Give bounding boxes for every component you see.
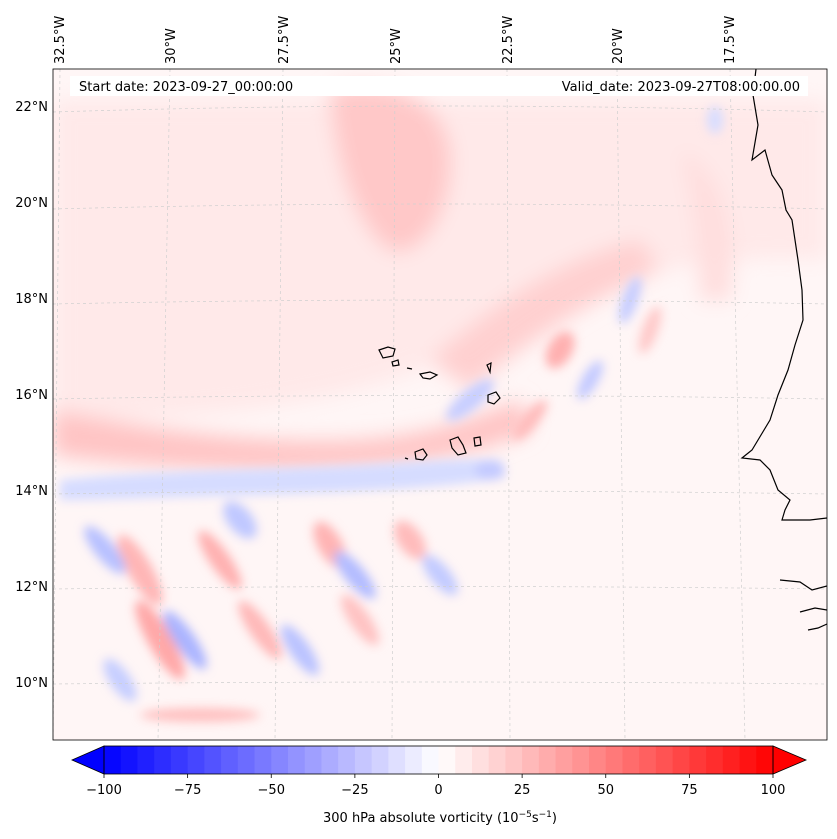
vorticity-field [53, 69, 827, 740]
colorbar-min-extend-arrow [71, 745, 105, 775]
lat-label-12n: 12°N [15, 580, 48, 595]
lat-label-14n: 14°N [15, 484, 48, 499]
colorbar-step [438, 746, 456, 774]
colorbar-step [522, 746, 540, 774]
colorbar-step [421, 746, 440, 774]
colorbar-step [154, 746, 172, 774]
lon-label-17-5w: 17.5°W [723, 16, 738, 64]
colorbar-step [655, 746, 674, 774]
colorbar-step [271, 746, 289, 774]
colorbar-tick-label: 25 [514, 783, 531, 798]
colorbar-step [304, 746, 323, 774]
colorbar-label: 300 hPa absolute vorticity (10−5s−1) [323, 810, 557, 826]
colorbar-step [287, 746, 306, 774]
colorbar-steps [104, 746, 774, 774]
colorbar-step [338, 746, 356, 774]
colorbar-tick-label: 50 [597, 783, 614, 798]
colorbar-step [187, 746, 205, 774]
lon-label-22-5w: 22.5°W [501, 16, 516, 64]
colorbar-step [321, 746, 339, 774]
colorbar-step [104, 746, 122, 774]
lat-label-22n: 22°N [15, 100, 48, 115]
colorbar-step [722, 746, 741, 774]
colorbar-step [170, 746, 189, 774]
cape-verde-islands [378, 346, 501, 461]
colorbar-step [739, 746, 757, 774]
colorbar-tick-label: 75 [681, 783, 698, 798]
lon-label-20w: 20°W [611, 28, 626, 64]
colorbar-label-exp2: −1 [539, 810, 552, 820]
colorbar-tick-label: 100 [761, 783, 786, 798]
colorbar-tick-label: −50 [258, 783, 285, 798]
colorbar-step [639, 746, 657, 774]
start-date-label: Start date: 2023-09-27_00:00:00 [79, 80, 293, 95]
colorbar-step [589, 746, 607, 774]
colorbar-step [455, 746, 473, 774]
latitude-labels: 22°N 20°N 18°N 16°N 14°N 12°N 10°N [15, 100, 48, 691]
colorbar-step [538, 746, 557, 774]
colorbar-tick-label: 0 [434, 783, 442, 798]
colorbar-step [672, 746, 690, 774]
lon-label-30w: 30°W [164, 28, 179, 64]
colorbar-tick-label: −100 [86, 783, 122, 798]
colorbar-step [505, 746, 523, 774]
colorbar-step [471, 746, 490, 774]
colorbar-step [756, 746, 774, 774]
colorbar-tick-label: −25 [341, 783, 368, 798]
colorbar-step [204, 746, 222, 774]
longitude-labels: 32.5°W 30°W 27.5°W 25°W 22.5°W 20°W 17.5… [53, 16, 738, 64]
lat-label-20n: 20°N [15, 196, 48, 211]
colorbar-step [405, 746, 423, 774]
lat-label-16n: 16°N [15, 388, 48, 403]
valid-date-label: Valid_date: 2023-09-27T08:00:00.00 [562, 80, 800, 95]
map-gridlines [53, 69, 827, 740]
colorbar-tick-label: −75 [174, 783, 201, 798]
colorbar-max-extend-arrow [772, 745, 808, 775]
lat-label-10n: 10°N [15, 676, 48, 691]
colorbar-step [354, 746, 373, 774]
lat-label-18n: 18°N [15, 292, 48, 307]
colorbar-step [221, 746, 239, 774]
colorbar-step [555, 746, 573, 774]
colorbar-step [605, 746, 624, 774]
colorbar-step [706, 746, 724, 774]
colorbar: −100 −75 −50 −25 0 25 50 75 100 300 hPa absolute… [71, 745, 808, 826]
info-banner [70, 76, 808, 96]
colorbar-ticks: −100 −75 −50 −25 0 25 50 75 100 [86, 774, 785, 798]
colorbar-step [120, 746, 139, 774]
coastline [740, 69, 827, 631]
colorbar-label-exp1: −5 [519, 810, 532, 820]
colorbar-step [622, 746, 640, 774]
lon-label-27-5w: 27.5°W [277, 16, 292, 64]
colorbar-step [254, 746, 272, 774]
colorbar-step [689, 746, 707, 774]
colorbar-step [237, 746, 256, 774]
colorbar-step [137, 746, 155, 774]
map-frame [52, 68, 828, 741]
colorbar-step [572, 746, 590, 774]
colorbar-step [371, 746, 389, 774]
lon-label-25w: 25°W [389, 28, 404, 64]
lon-label-32-5w: 32.5°W [53, 16, 68, 64]
colorbar-step [488, 746, 507, 774]
colorbar-step [388, 746, 406, 774]
